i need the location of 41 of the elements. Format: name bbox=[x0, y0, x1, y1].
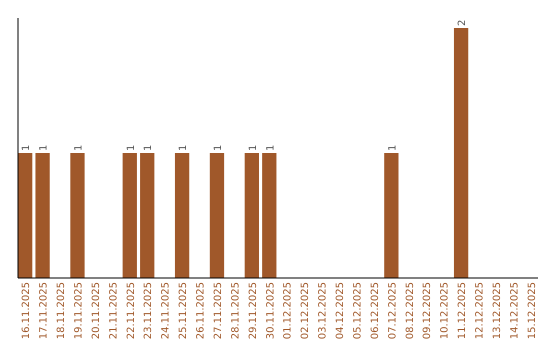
x-tick-label: 03.12.2025 bbox=[318, 282, 329, 340]
x-tick-label: 13.12.2025 bbox=[492, 282, 503, 340]
x-tick-label: 26.11.2025 bbox=[196, 282, 207, 340]
x-tick-label: 07.12.2025 bbox=[387, 282, 398, 340]
data-label: 1 bbox=[248, 144, 259, 151]
data-label: 1 bbox=[212, 144, 224, 151]
x-tick-label: 12.12.2025 bbox=[474, 282, 486, 340]
x-tick-label: 24.11.2025 bbox=[160, 282, 172, 340]
x-tick-label: 17.11.2025 bbox=[38, 282, 50, 340]
x-tick-label: 25.11.2025 bbox=[178, 282, 190, 340]
x-tick-label: 21.11.2025 bbox=[108, 282, 120, 340]
data-label: 1 bbox=[143, 144, 154, 151]
x-tick-label: 02.12.2025 bbox=[300, 282, 312, 340]
x-tick-label: 09.12.2025 bbox=[422, 282, 434, 340]
x-tick-label: 27.11.2025 bbox=[212, 282, 224, 340]
x-tick-label: 29.11.2025 bbox=[248, 282, 259, 340]
x-tick-label: 11.12.2025 bbox=[457, 282, 468, 340]
x-tick-label: 28.11.2025 bbox=[230, 282, 242, 340]
data-label: 1 bbox=[73, 144, 84, 151]
data-label: 1 bbox=[178, 144, 190, 151]
x-tick-label: 06.12.2025 bbox=[370, 282, 381, 340]
data-label: 1 bbox=[387, 144, 398, 151]
data-label: 1 bbox=[126, 144, 137, 151]
data-label: 1 bbox=[265, 144, 276, 151]
data-label: 2 bbox=[457, 20, 468, 26]
x-tick-label: 16.11.2025 bbox=[21, 282, 32, 340]
x-tick-label: 15.12.2025 bbox=[526, 282, 538, 340]
x-tick-label: 18.11.2025 bbox=[56, 282, 68, 340]
x-tick-label: 14.12.2025 bbox=[509, 282, 520, 340]
x-tick-label: 19.11.2025 bbox=[73, 282, 84, 340]
data-label: 1 bbox=[21, 144, 32, 151]
data-label: 1 bbox=[38, 144, 50, 151]
x-tick-label: 30.11.2025 bbox=[265, 282, 276, 340]
x-tick-label: 23.11.2025 bbox=[143, 282, 154, 340]
x-tick-label: 08.12.2025 bbox=[404, 282, 416, 340]
x-tick-label: 04.12.2025 bbox=[335, 282, 346, 340]
x-tick-label: 20.11.2025 bbox=[90, 282, 102, 340]
x-tick-label: 05.12.2025 bbox=[352, 282, 364, 340]
x-tick-label: 22.11.2025 bbox=[126, 282, 137, 340]
x-tick-label: 01.12.2025 bbox=[282, 282, 294, 340]
x-tick-label: 10.12.2025 bbox=[440, 282, 451, 340]
